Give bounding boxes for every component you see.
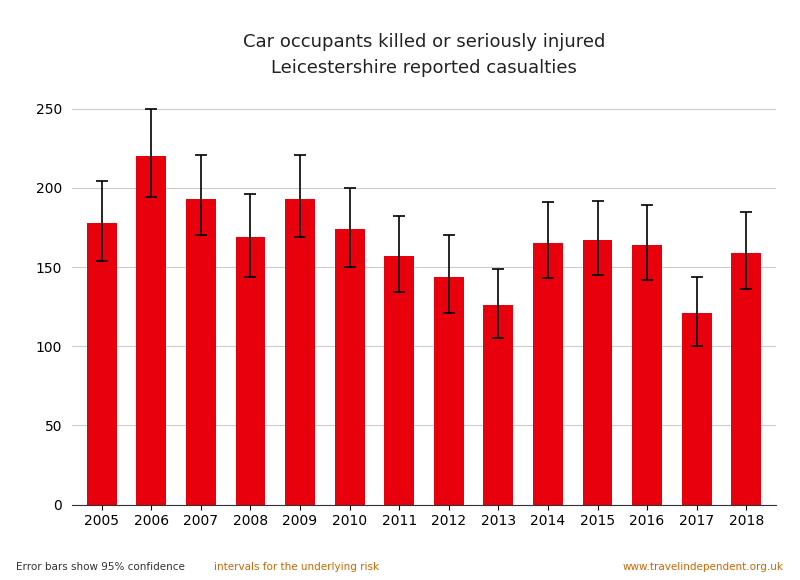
Bar [384, 256, 414, 505]
Title: Car occupants killed or seriously injured
Leicestershire reported casualties: Car occupants killed or seriously injure… [243, 33, 605, 77]
Bar [731, 253, 761, 505]
Bar [137, 156, 166, 505]
Bar [334, 229, 365, 505]
Text: intervals for the underlying risk: intervals for the underlying risk [214, 563, 379, 572]
Bar [533, 243, 563, 505]
Bar [285, 199, 315, 505]
Bar [483, 305, 514, 505]
Bar [434, 277, 464, 505]
Text: www.travelindependent.org.uk: www.travelindependent.org.uk [623, 563, 784, 572]
Bar [632, 245, 662, 505]
Bar [87, 223, 117, 505]
Bar [186, 199, 216, 505]
Bar [582, 240, 612, 505]
Text: Error bars show 95% confidence: Error bars show 95% confidence [16, 563, 188, 572]
Bar [236, 237, 266, 505]
Bar [682, 313, 711, 505]
